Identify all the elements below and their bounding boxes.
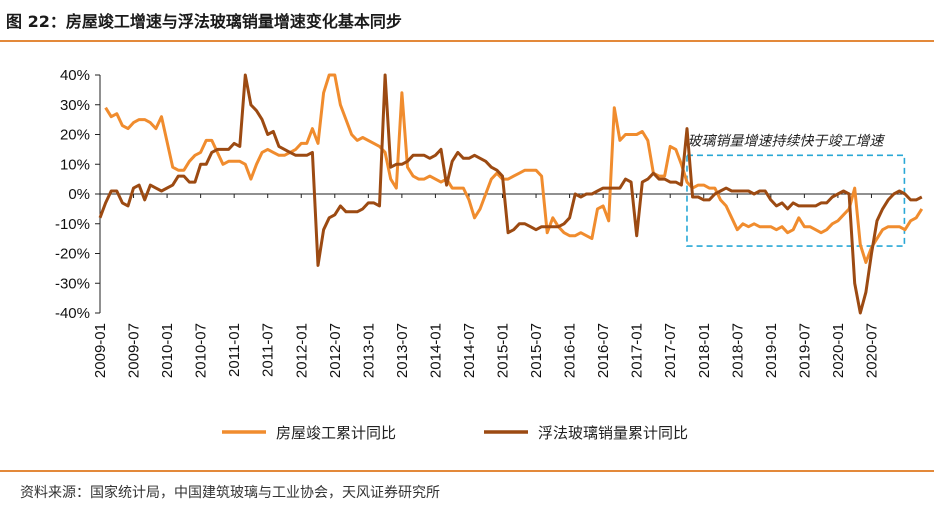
title-divider xyxy=(0,40,934,42)
x-tick-label: 2011-07 xyxy=(260,323,277,377)
y-tick-label: -20% xyxy=(55,246,90,263)
series-completion-line xyxy=(104,73,924,264)
source-divider xyxy=(0,470,934,472)
x-tick-label: 2019-07 xyxy=(796,323,813,378)
y-tick-label: -30% xyxy=(55,275,90,292)
axis-layer: 40% 30% 20% 10% 0% -10% -20% -30% -40%2009-01 200… xyxy=(55,67,905,378)
figure-title: 图 22：房屋竣工增速与浮法玻璃销量增速变化基本同步 xyxy=(6,12,402,31)
y-tick-label: 0% xyxy=(68,186,90,203)
x-tick-label: 2013-01 xyxy=(360,323,377,378)
x-tick-label: 2011-01 xyxy=(226,323,243,377)
y-tick-label: 20% xyxy=(60,127,90,144)
x-tick-label: 2012-01 xyxy=(293,323,310,378)
annotation-box xyxy=(686,154,906,247)
x-tick-label: 2019-01 xyxy=(763,323,780,378)
series-glass-line xyxy=(98,73,923,315)
x-tick-label: 2016-01 xyxy=(562,323,579,378)
legend-glass-label: 浮法玻璃销量累计同比 xyxy=(538,424,688,442)
x-tick-label: 2015-07 xyxy=(528,323,545,378)
y-tick-label: 30% xyxy=(60,97,90,114)
y-tick-label: -40% xyxy=(55,305,90,322)
x-tick-label: 2017-07 xyxy=(662,323,679,378)
y-tick-label: 40% xyxy=(60,67,90,84)
annotation-layer: 玻璃销量增速持续快于竣工增速 xyxy=(686,133,906,247)
x-tick-label: 2014-01 xyxy=(427,323,444,378)
x-tick-label: 2018-01 xyxy=(696,323,713,378)
x-tick-label: 2012-07 xyxy=(327,323,344,378)
x-tick-label: 2009-01 xyxy=(92,323,109,378)
x-tick-label: 2010-07 xyxy=(193,323,210,378)
x-tick-label: 2014-07 xyxy=(461,323,478,378)
x-tick-label: 2009-07 xyxy=(126,323,143,378)
x-tick-label: 2017-01 xyxy=(629,323,646,378)
x-tick-label: 2010-01 xyxy=(159,323,176,378)
x-tick-label: 2013-07 xyxy=(394,323,411,378)
series-layer xyxy=(98,73,924,315)
annotation-text: 玻璃销量增速持续快于竣工增速 xyxy=(687,133,885,149)
legend-completion-label: 房屋竣工累计同比 xyxy=(276,424,396,442)
line-chart: 40% 30% 20% 10% 0% -10% -20% -30% -40%2009-01 200… xyxy=(55,67,924,442)
source-note: 资料来源：国家统计局，中国建筑玻璃与工业协会，天风证券研究所 xyxy=(20,485,440,501)
legend: 房屋竣工累计同比 浮法玻璃销量累计同比 xyxy=(222,424,688,442)
x-tick-label: 2020-07 xyxy=(863,323,880,378)
y-tick-label: -10% xyxy=(55,216,90,233)
x-tick-label: 2020-01 xyxy=(830,323,847,378)
x-tick-label: 2015-01 xyxy=(495,323,512,378)
x-tick-label: 2018-07 xyxy=(729,323,746,378)
x-tick-label: 2016-07 xyxy=(595,323,612,378)
y-tick-label: 10% xyxy=(60,156,90,173)
